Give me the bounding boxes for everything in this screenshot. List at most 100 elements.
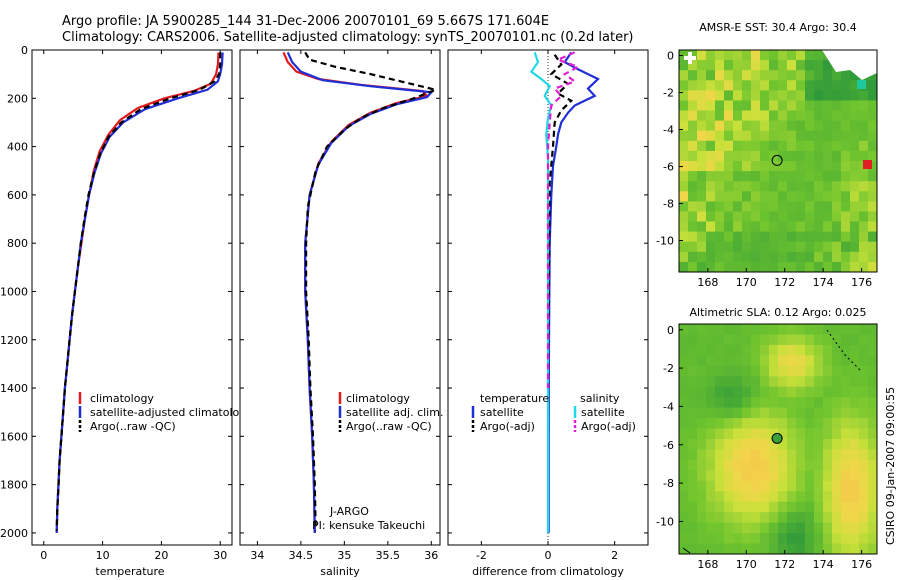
map-cell — [805, 480, 815, 492]
map-cell — [787, 221, 797, 233]
map-cell — [850, 355, 860, 367]
map-cell — [769, 100, 779, 112]
map-cell — [796, 459, 806, 471]
map-cell — [742, 241, 752, 253]
map-cell — [706, 365, 716, 377]
map-cell — [688, 140, 698, 152]
map-cell — [751, 50, 761, 61]
map-cell — [823, 522, 833, 534]
map-cell — [733, 110, 743, 122]
map-cell — [796, 439, 806, 451]
map-cell — [688, 439, 698, 451]
map-cell — [805, 231, 815, 243]
map-cell — [742, 418, 752, 430]
map-cell — [814, 418, 824, 430]
map-cell — [814, 491, 824, 503]
map-cell — [688, 512, 698, 524]
map-cell — [832, 120, 842, 132]
salinity-xlabel: salinity — [320, 565, 360, 578]
map-cell — [742, 449, 752, 461]
map-cell — [850, 201, 860, 213]
map-cell — [832, 543, 842, 554]
map-cell — [742, 533, 752, 545]
map-cell — [724, 201, 734, 213]
map-cell — [868, 355, 877, 367]
map-cell — [724, 130, 734, 142]
map-cell — [796, 522, 806, 534]
map-cell — [823, 355, 833, 367]
map-cell — [850, 181, 860, 192]
legend-label: Argo(-adj) — [480, 420, 535, 433]
map-cell — [832, 533, 842, 545]
map-cell — [859, 491, 869, 503]
y-tick-label: -8 — [663, 477, 674, 490]
map-cell — [796, 491, 806, 503]
map-cell — [814, 407, 824, 419]
map-cell — [778, 533, 788, 545]
map-cell — [832, 251, 842, 263]
map-cell — [751, 355, 761, 367]
map-cell — [697, 459, 707, 471]
map-cell — [679, 418, 689, 430]
map-cell — [796, 470, 806, 482]
map-cell — [778, 491, 788, 503]
map-cell — [760, 439, 770, 451]
map-cell — [832, 140, 842, 152]
map-cell — [679, 261, 689, 272]
map-cell — [715, 90, 725, 102]
map-cell — [868, 140, 877, 152]
map-cell — [841, 344, 851, 356]
map-cell — [832, 171, 842, 182]
map-cell — [841, 90, 851, 102]
map-cell — [832, 428, 842, 440]
map-cell — [724, 211, 734, 223]
map-cell — [688, 261, 698, 272]
map-cell — [778, 221, 788, 233]
map-cell — [787, 181, 797, 192]
map-cell — [742, 171, 752, 182]
map-cell — [859, 470, 869, 482]
x-tick-label: 168 — [697, 558, 718, 571]
map-cell — [805, 261, 815, 272]
map-cell — [787, 459, 797, 471]
map-cell — [751, 261, 761, 272]
map-cell — [706, 241, 716, 253]
map-cell — [715, 191, 725, 202]
map-cell — [724, 491, 734, 503]
map-cell — [841, 130, 851, 142]
map-cell — [868, 418, 877, 430]
map-cell — [733, 70, 743, 81]
map-cell — [724, 407, 734, 419]
map-cell — [814, 201, 824, 213]
map-cell — [688, 211, 698, 223]
map-cell — [823, 428, 833, 440]
map-cell — [841, 418, 851, 430]
map-cell — [787, 191, 797, 202]
map-cell — [679, 533, 689, 545]
map-cell — [715, 439, 725, 451]
map-cell — [859, 171, 869, 182]
map-cell — [796, 501, 806, 513]
map-cell — [796, 231, 806, 243]
map-cell — [697, 100, 707, 112]
map-cell — [751, 376, 761, 388]
map-cell — [823, 90, 833, 102]
map-cell — [751, 211, 761, 223]
map-cell — [715, 161, 725, 172]
map-cell — [724, 181, 734, 192]
map-cell — [823, 334, 833, 346]
map-cell — [832, 70, 842, 81]
map-cell — [814, 181, 824, 192]
map-cell — [742, 470, 752, 482]
map-cell — [859, 241, 869, 253]
map-cell — [868, 130, 877, 142]
map-cell — [868, 407, 877, 419]
map-cell — [841, 181, 851, 192]
map-cell — [751, 130, 761, 142]
map-cell — [697, 407, 707, 419]
map-cell — [868, 171, 877, 182]
map-cell — [814, 334, 824, 346]
y-tick-label: 800 — [7, 237, 28, 250]
map-cell — [841, 171, 851, 182]
legend-header-temperature: temperature — [480, 392, 549, 405]
